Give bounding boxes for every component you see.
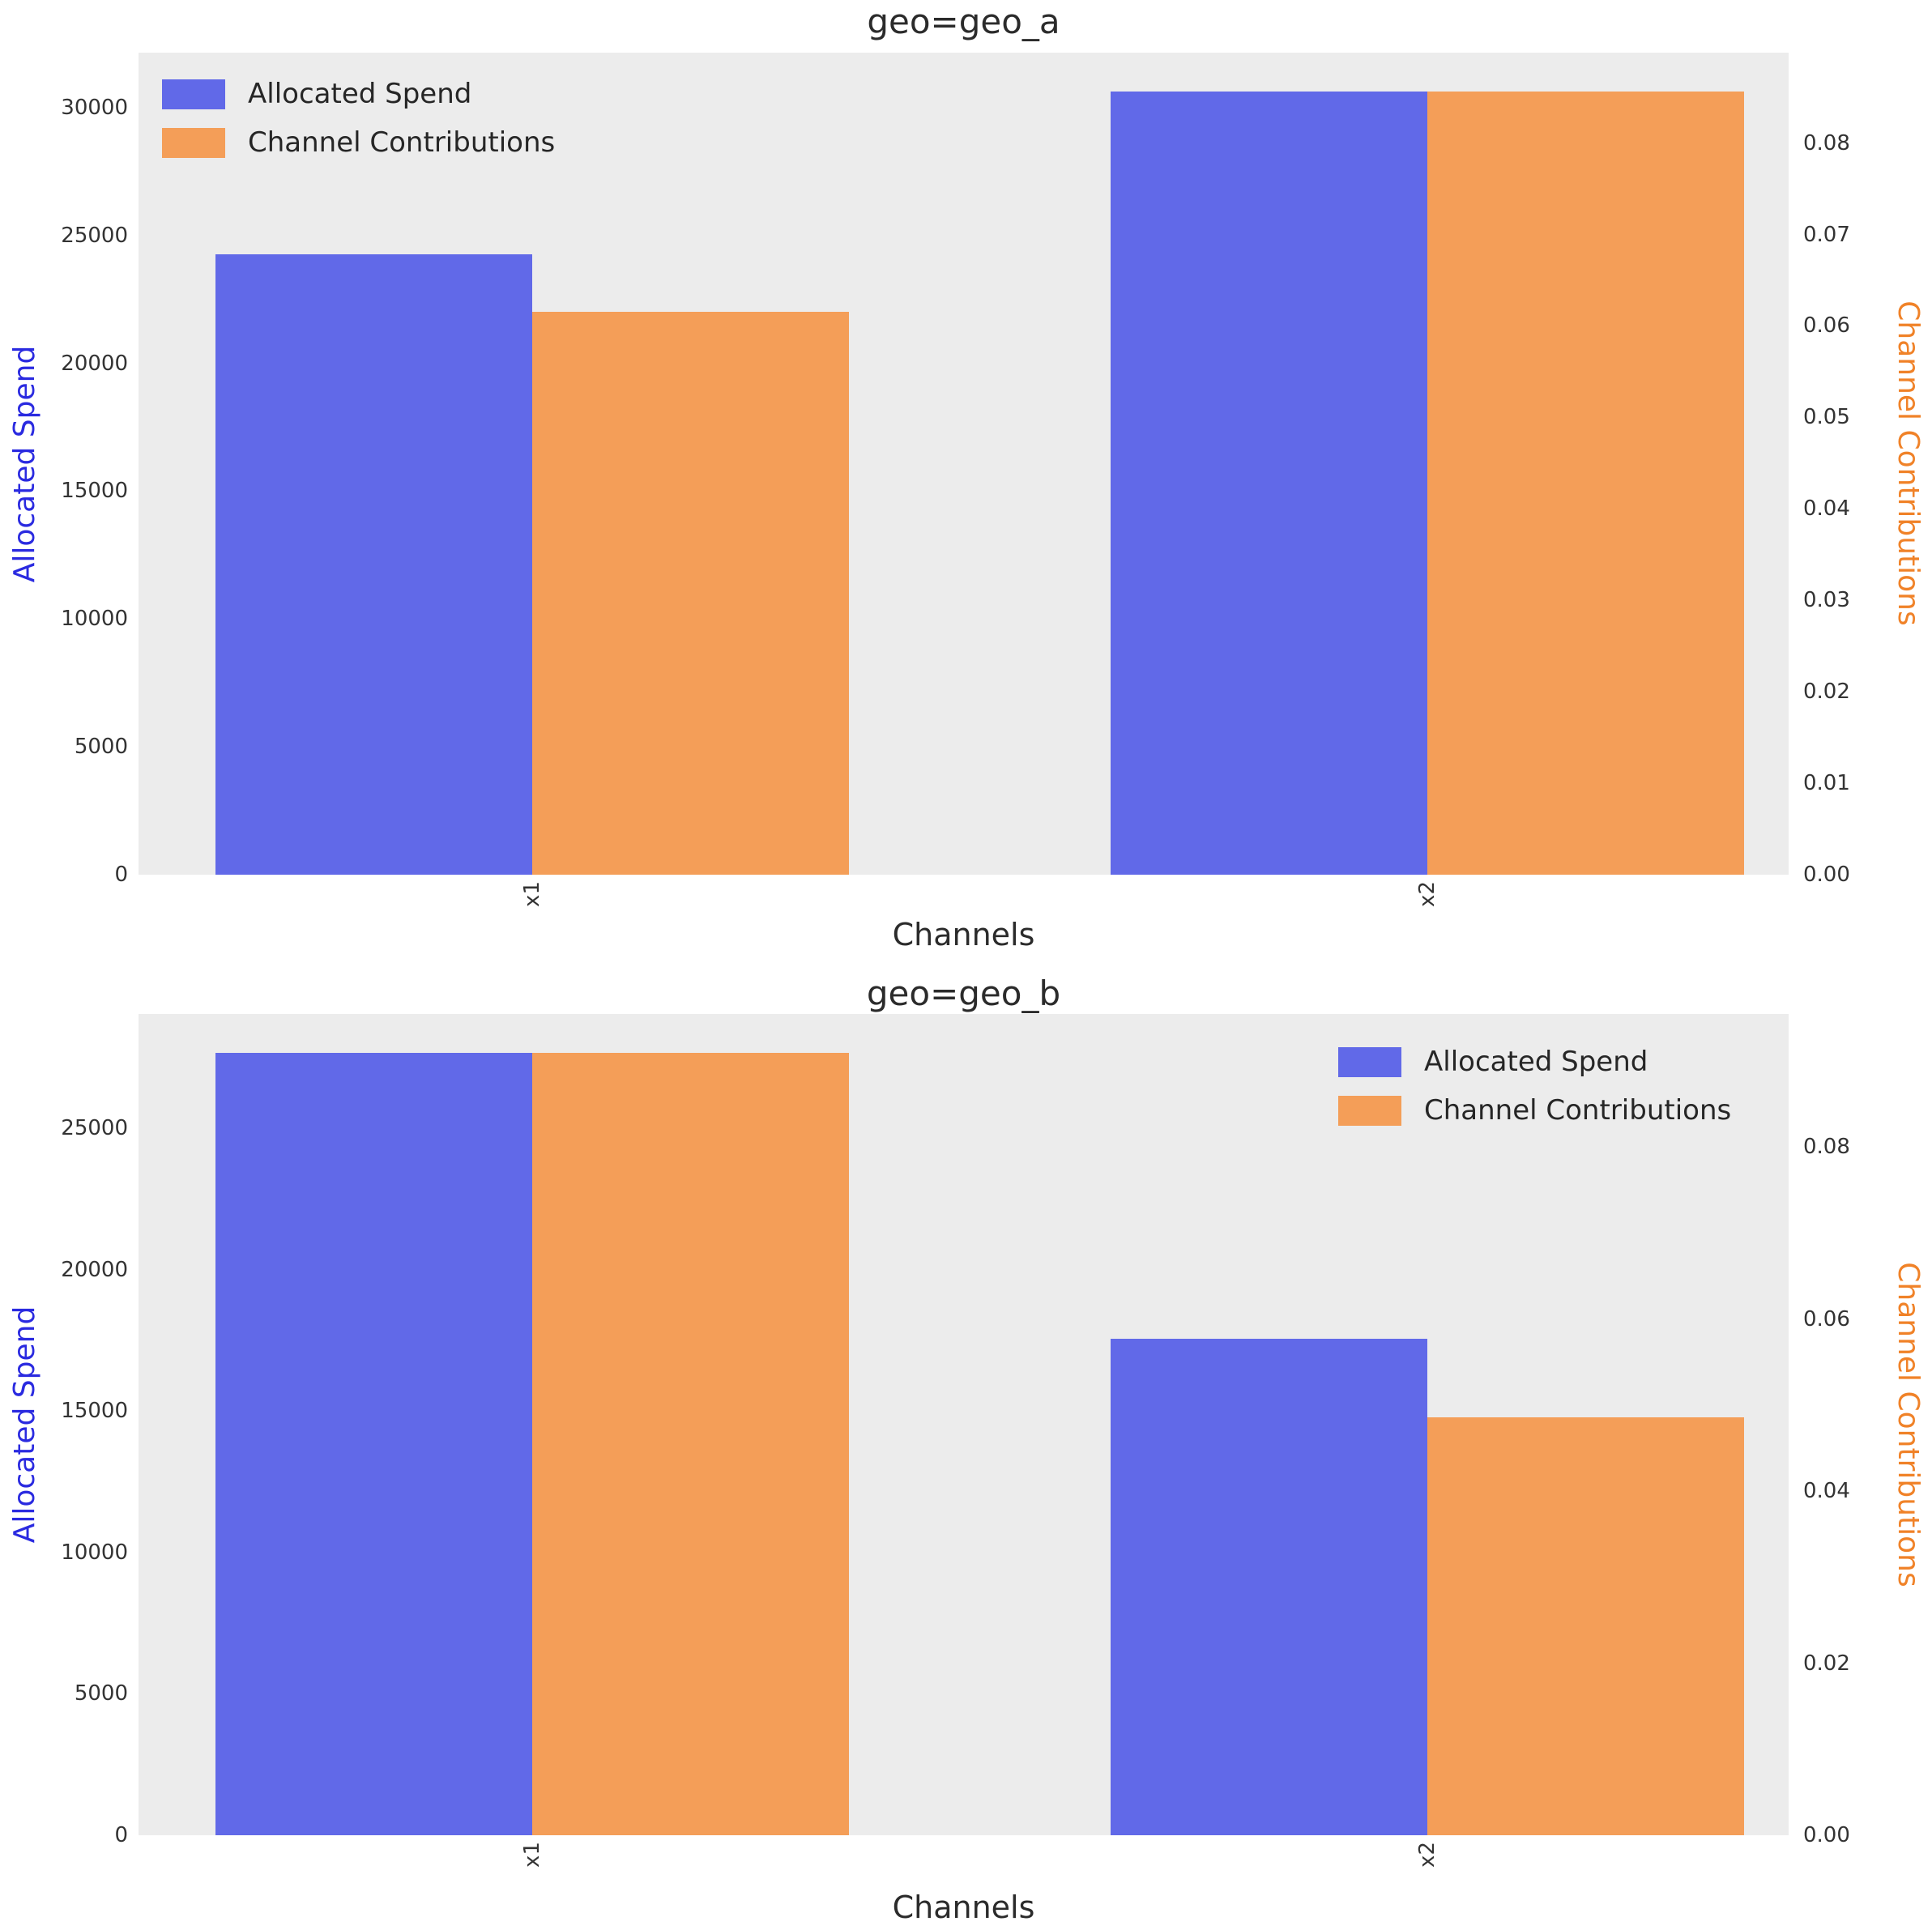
y-tick-right: 0.06 bbox=[1803, 1307, 1850, 1331]
y-tick-right: 0.00 bbox=[1803, 1823, 1850, 1847]
y-tick-left: 5000 bbox=[74, 735, 128, 759]
legend-item-allocated-spend: Allocated Spend bbox=[1338, 1041, 1731, 1083]
y-tick-left: 15000 bbox=[61, 1399, 128, 1423]
chart-title: geo=geo_b bbox=[866, 974, 1061, 1013]
chart-geo-a: geo=geo_a Allocated Spend Channel Contri… bbox=[0, 0, 1932, 964]
bar-allocated-spend-x1 bbox=[215, 1053, 532, 1835]
bar-channel-contributions-x2 bbox=[1427, 92, 1744, 875]
x-tick-x1: x1 bbox=[520, 881, 544, 907]
bar-channel-contributions-x2 bbox=[1427, 1417, 1744, 1835]
legend-label-channel-contributions: Channel Contributions bbox=[248, 126, 556, 159]
legend-item-channel-contributions: Channel Contributions bbox=[1338, 1089, 1731, 1131]
legend-item-channel-contributions: Channel Contributions bbox=[162, 121, 555, 164]
y-tick-left: 10000 bbox=[61, 1540, 128, 1565]
x-axis-label: Channels bbox=[892, 917, 1035, 952]
y-tick-right: 0.05 bbox=[1803, 405, 1850, 429]
legend: Allocated Spend Channel Contributions bbox=[1338, 1041, 1731, 1138]
y-axis-label-left: Allocated Spend bbox=[8, 345, 41, 583]
y-axis-label-right: Channel Contributions bbox=[1891, 300, 1925, 626]
y-axis-label-right: Channel Contributions bbox=[1891, 1262, 1925, 1587]
chart-title: geo=geo_a bbox=[867, 2, 1060, 41]
bar-channel-contributions-x1 bbox=[532, 312, 849, 875]
y-tick-right: 0.06 bbox=[1803, 313, 1850, 338]
y-tick-right: 0.08 bbox=[1803, 131, 1850, 156]
bar-channel-contributions-x1 bbox=[532, 1053, 849, 1835]
y-tick-left: 0 bbox=[114, 863, 128, 887]
legend: Allocated Spend Channel Contributions bbox=[162, 73, 555, 170]
y-tick-left: 30000 bbox=[61, 96, 128, 120]
legend-item-allocated-spend: Allocated Spend bbox=[162, 73, 555, 115]
chart-geo-b: geo=geo_b Allocated Spend Channel Contri… bbox=[0, 964, 1932, 1930]
legend-swatch-channel-contributions bbox=[162, 127, 225, 158]
legend-label-allocated-spend: Allocated Spend bbox=[248, 78, 472, 110]
y-tick-right: 0.02 bbox=[1803, 680, 1850, 704]
y-tick-right: 0.04 bbox=[1803, 1479, 1850, 1503]
x-tick-x2: x2 bbox=[1415, 881, 1439, 907]
x-axis-label: Channels bbox=[892, 1890, 1035, 1925]
y-tick-right: 0.08 bbox=[1803, 1135, 1850, 1159]
legend-swatch-channel-contributions bbox=[1338, 1095, 1401, 1126]
plot-area bbox=[139, 1014, 1789, 1835]
y-tick-left: 10000 bbox=[61, 607, 128, 631]
legend-swatch-allocated-spend bbox=[1338, 1046, 1401, 1077]
y-tick-left: 25000 bbox=[61, 224, 128, 248]
y-tick-left: 20000 bbox=[61, 1258, 128, 1282]
x-tick-x1: x1 bbox=[520, 1842, 544, 1868]
y-tick-left: 15000 bbox=[61, 479, 128, 503]
y-tick-right: 0.03 bbox=[1803, 588, 1850, 612]
y-axis-label-left: Allocated Spend bbox=[8, 1306, 41, 1544]
bar-allocated-spend-x1 bbox=[215, 254, 532, 875]
bar-allocated-spend-x2 bbox=[1111, 92, 1427, 875]
y-tick-left: 20000 bbox=[61, 351, 128, 376]
legend-label-channel-contributions: Channel Contributions bbox=[1424, 1094, 1732, 1127]
y-tick-right: 0.00 bbox=[1803, 863, 1850, 887]
y-tick-left: 25000 bbox=[61, 1116, 128, 1140]
plot-area bbox=[139, 53, 1789, 875]
y-tick-right: 0.07 bbox=[1803, 223, 1850, 247]
x-tick-x2: x2 bbox=[1415, 1842, 1439, 1868]
y-tick-right: 0.04 bbox=[1803, 496, 1850, 521]
bar-allocated-spend-x2 bbox=[1111, 1339, 1427, 1835]
y-tick-left: 5000 bbox=[74, 1681, 128, 1706]
y-tick-left: 0 bbox=[114, 1823, 128, 1847]
legend-swatch-allocated-spend bbox=[162, 79, 225, 109]
legend-label-allocated-spend: Allocated Spend bbox=[1424, 1046, 1648, 1078]
y-tick-right: 0.01 bbox=[1803, 771, 1850, 795]
y-tick-right: 0.02 bbox=[1803, 1651, 1850, 1676]
